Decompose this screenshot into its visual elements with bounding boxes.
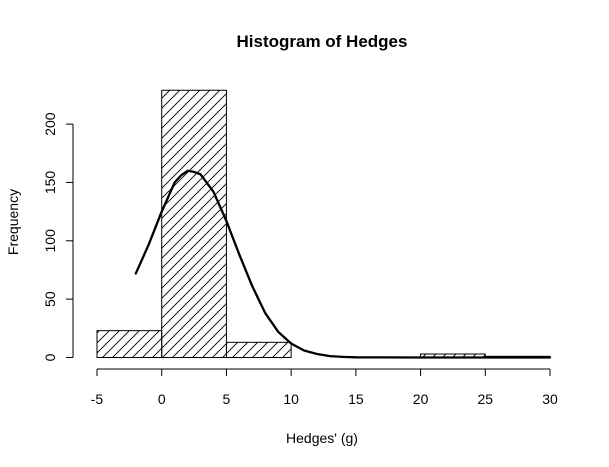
y-axis: 0 50 100 150 200 (42, 112, 74, 361)
x-tick-label-5: 20 (413, 391, 429, 407)
histogram-bar-1 (161, 89, 227, 359)
x-tick-label-2: 5 (223, 391, 231, 407)
histogram-bars (96, 89, 551, 359)
y-tick-label-0: 0 (42, 353, 58, 361)
x-tick-label-3: 10 (283, 391, 299, 407)
x-axis-label: Hedges' (g) (286, 430, 358, 446)
x-tick-label-0: -5 (91, 391, 104, 407)
y-tick-label-3: 150 (42, 171, 58, 195)
x-axis: -5 0 5 10 15 20 25 30 (91, 368, 558, 407)
histogram-bar-2 (225, 341, 292, 359)
y-tick-label-2: 100 (42, 229, 58, 253)
density-curve-layer (134, 169, 552, 359)
histogram-bar-0 (96, 330, 163, 358)
density-curve (134, 169, 552, 359)
chart-title: Histogram of Hedges (237, 32, 408, 51)
x-tick-label-6: 25 (477, 391, 493, 407)
y-axis-label: Frequency (5, 189, 21, 255)
y-tick-label-1: 50 (42, 291, 58, 307)
x-tick-label-4: 15 (348, 391, 364, 407)
x-tick-label-7: 30 (542, 391, 558, 407)
y-tick-label-4: 200 (42, 112, 58, 136)
x-tick-label-1: 0 (158, 391, 166, 407)
